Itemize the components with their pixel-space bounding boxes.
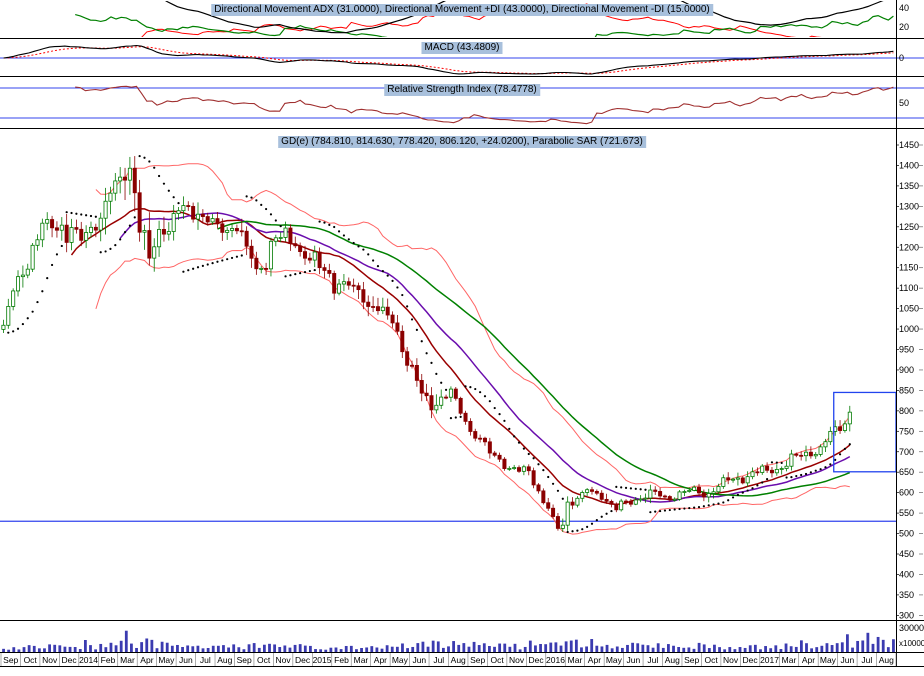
svg-text:May: May [606,655,623,665]
svg-text:450: 450 [899,549,914,559]
svg-text:2016: 2016 [546,655,565,665]
svg-text:Jul: Jul [647,655,658,665]
svg-text:Jul: Jul [861,655,872,665]
svg-text:900: 900 [899,365,914,375]
svg-text:1300: 1300 [899,201,919,211]
svg-text:1450: 1450 [899,140,919,150]
svg-text:1250: 1250 [899,222,919,232]
svg-text:Aug: Aug [451,655,466,665]
svg-text:2017: 2017 [760,655,779,665]
svg-text:Oct: Oct [705,655,719,665]
volume-ytick-30000: 30000 [899,623,924,633]
svg-text:Oct: Oct [24,655,38,665]
svg-text:Mar: Mar [782,655,797,665]
svg-text:Oct: Oct [257,655,271,665]
svg-text:Apr: Apr [588,655,601,665]
svg-text:1150: 1150 [899,263,918,273]
svg-text:1400: 1400 [899,160,919,170]
svg-text:Jul: Jul [200,655,211,665]
svg-text:Dec: Dec [62,655,78,665]
svg-text:Mar: Mar [120,655,135,665]
dmi-panel-title[interactable]: Directional Movement ADX (31.0000), Dire… [211,4,713,16]
svg-text:Apr: Apr [374,655,387,665]
svg-text:1200: 1200 [899,242,919,252]
price-panel-title[interactable]: GD(e) (784.810, 814.630, 778.420, 806.12… [278,136,646,148]
macd-panel-title[interactable]: MACD (43.4809) [421,42,503,54]
svg-text:600: 600 [899,488,914,498]
svg-text:2015: 2015 [313,655,332,665]
svg-text:Apr: Apr [802,655,815,665]
svg-text:Aug: Aug [217,655,232,665]
svg-text:Jun: Jun [626,655,640,665]
svg-text:Dec: Dec [295,655,311,665]
svg-text:1350: 1350 [899,181,919,191]
svg-text:Feb: Feb [101,655,116,665]
svg-text:Jun: Jun [179,655,193,665]
svg-text:Oct: Oct [491,655,505,665]
svg-text:Sep: Sep [3,655,18,665]
svg-text:Nov: Nov [723,655,739,665]
svg-text:400: 400 [899,569,914,579]
svg-text:Jun: Jun [840,655,854,665]
svg-text:Aug: Aug [665,655,680,665]
svg-text:500: 500 [899,529,914,539]
svg-text:Jul: Jul [433,655,444,665]
svg-text:Nov: Nov [42,655,58,665]
svg-text:Dec: Dec [743,655,759,665]
svg-text:650: 650 [899,467,914,477]
svg-text:350: 350 [899,590,914,600]
svg-text:Apr: Apr [140,655,153,665]
svg-text:Sep: Sep [684,655,699,665]
svg-text:950: 950 [899,345,914,355]
svg-text:300: 300 [899,610,914,620]
svg-text:Nov: Nov [276,655,292,665]
svg-text:1000: 1000 [899,324,919,334]
svg-text:1050: 1050 [899,304,919,314]
svg-text:700: 700 [899,447,914,457]
dmi-ytick-20: 20 [899,22,910,32]
svg-text:1100: 1100 [899,283,918,293]
svg-text:May: May [820,655,837,665]
svg-text:May: May [392,655,409,665]
macd-ytick-0: 0 [899,53,905,63]
volume-unit-label: x10000 [899,639,924,648]
svg-text:Mar: Mar [568,655,583,665]
svg-text:Aug: Aug [879,655,894,665]
svg-text:750: 750 [899,426,914,436]
svg-text:800: 800 [899,406,914,416]
svg-text:Feb: Feb [334,655,349,665]
svg-text:550: 550 [899,508,914,518]
svg-text:Sep: Sep [470,655,485,665]
svg-text:850: 850 [899,385,914,395]
rsi-ytick-50: 50 [899,98,910,108]
svg-text:Dec: Dec [528,655,544,665]
svg-text:May: May [158,655,175,665]
svg-text:Mar: Mar [354,655,369,665]
svg-text:2014: 2014 [79,655,98,665]
dmi-ytick-40: 40 [899,3,910,13]
rsi-panel-title[interactable]: Relative Strength Index (78.4778) [384,84,540,96]
svg-text:Sep: Sep [237,655,252,665]
svg-text:Jun: Jun [412,655,426,665]
svg-text:Nov: Nov [509,655,525,665]
